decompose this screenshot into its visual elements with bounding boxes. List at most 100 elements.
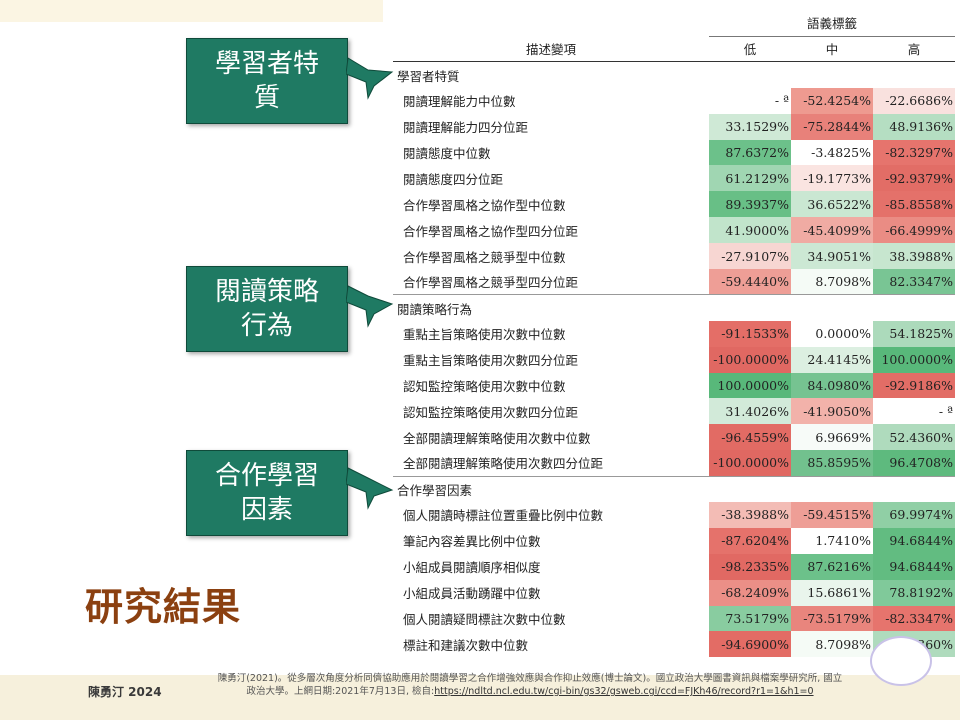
cell-high: -92.9379% [873, 165, 955, 192]
table-row: 全部閱讀理解策略使用次數中位數 -96.4559% 6.9669% 52.4360% [393, 424, 955, 451]
table-row: 個人閱讀疑問標註次數中位數 73.5179% -73.5179% -82.3347% [393, 605, 955, 632]
cell-high: -82.3347% [873, 605, 955, 632]
table-row: 小組成員活動踴躍中位數 -68.2409% 15.6861% 78.8192% [393, 579, 955, 606]
cell-low: -59.4440% [709, 269, 791, 295]
category-label: 閱讀策略行為 [393, 294, 955, 321]
row-label: 全部閱讀理解策略使用次數中位數 [403, 430, 591, 446]
cell-high: -82.3297% [873, 139, 955, 166]
table-row: 筆記內容差異比例中位數 -87.6204% 1.7410% 94.6844% [393, 527, 955, 554]
table-row: 全部閱讀理解策略使用次數四分位距 -100.0000% 85.8595% 96.470… [393, 450, 955, 477]
table-header-high: 高 [873, 36, 955, 63]
callout-cooperative-factors: 合作學習 因素 [186, 450, 348, 536]
table-row: 合作學習風格之競爭型中位數 -27.9107% 34.9051% 38.3988% [393, 243, 955, 270]
cell-high: 100.0000% [873, 346, 955, 373]
cell-low: -94.6900% [709, 631, 791, 658]
cell-low: 33.1529% [709, 113, 791, 140]
table-body: 學習者特質 閱讀理解能力中位數 - ª -52.4254% -22.6686% 閱讀理解能… [393, 61, 955, 658]
row-label: 個人閱讀疑問標註次數中位數 [403, 612, 566, 628]
row-label: 認知監控策略使用次數中位數 [403, 379, 566, 395]
table-category-row: 合作學習因素 [393, 475, 955, 503]
row-label: 合作學習風格之協作型中位數 [403, 197, 566, 213]
footer [0, 675, 960, 720]
table-header-group: 語義標籤 [709, 10, 955, 37]
table-row: 重點主旨策略使用次數中位數 -91.1533% 0.0000% 54.1825% [393, 320, 955, 347]
cell-mid: 34.9051% [791, 243, 873, 270]
row-label: 閱讀理解能力中位數 [403, 94, 516, 110]
row-label: 重點主旨策略使用次數中位數 [403, 327, 566, 343]
callout-reading-strategy: 閱讀策略 行為 [186, 266, 348, 352]
cell-low: - ª [709, 87, 791, 114]
cell-low: -100.0000% [709, 450, 791, 477]
citation-prefix: 政治大學。上網日期:2021年7月13日, 檢自: [246, 686, 435, 697]
callout-line: 合作學習 [214, 461, 319, 491]
top-decor-band [0, 0, 383, 22]
row-label: 筆記內容差異比例中位數 [403, 534, 541, 550]
cell-mid: -73.5179% [791, 605, 873, 632]
cell-high: 54.1825% [873, 320, 955, 347]
row-label: 全部閱讀理解策略使用次數四分位距 [403, 456, 604, 472]
cell-high: 82.3347% [873, 269, 955, 295]
row-label: 合作學習風格之競爭型中位數 [403, 249, 566, 265]
row-label: 小組成員閱讀順序相似度 [403, 560, 541, 576]
citation-link[interactable]: https://ndltd.ncl.edu.tw/cgi-bin/gs32/gs… [434, 686, 814, 697]
row-label: 小組成員活動踴躍中位數 [403, 586, 541, 602]
table-row: 合作學習風格之協作型四分位距 41.9000% -45.4099% -66.4999% [393, 217, 955, 244]
cell-mid: -19.1773% [791, 165, 873, 192]
cell-low: 61.2129% [709, 165, 791, 192]
cell-mid: -45.4099% [791, 217, 873, 244]
table-category-row: 學習者特質 [393, 61, 955, 88]
callout-learner-traits: 學習者特質 [186, 38, 348, 124]
cell-mid: 85.8595% [791, 450, 873, 477]
cell-high: -92.9186% [873, 372, 955, 399]
callout-line: 閱讀策略 [214, 277, 319, 307]
results-table: 語義標籤 描述變項 低 中 高 學習者特質 閱讀理解能力中位數 - ª -52.425… [393, 10, 955, 658]
row-label: 閱讀態度中位數 [403, 146, 491, 161]
cell-high: - ª [873, 398, 955, 425]
cell-high: -85.8558% [873, 191, 955, 218]
table-row: 閱讀態度中位數 87.6372% -3.4825% -82.3297% [393, 139, 955, 166]
footer-author: 陳勇汀 2024 [88, 685, 162, 699]
arrow-icon [346, 285, 394, 328]
table-header-low: 低 [709, 36, 791, 63]
cell-high: 78.8192% [873, 579, 955, 606]
cell-low: 87.6372% [709, 139, 791, 166]
table-row: 合作學習風格之協作型中位數 89.3937% 36.6522% -85.8558% [393, 191, 955, 218]
table-row: 認知監控策略使用次數中位數 100.0000% 84.0980% -92.9186% [393, 372, 955, 399]
cell-mid: 8.7098% [791, 269, 873, 295]
page-title: 研究結果 [85, 584, 242, 629]
cell-mid: 6.9669% [791, 424, 873, 451]
cell-mid: 36.6522% [791, 191, 873, 218]
citation-line2: 政治大學。上網日期:2021年7月13日, 檢自:https://ndltd.n… [190, 685, 870, 698]
arrow-icon [346, 467, 394, 510]
cell-high: -22.6686% [873, 87, 955, 114]
row-label: 合作學習風格之競爭型四分位距 [403, 275, 579, 291]
table-row: 閱讀態度四分位距 61.2129% -19.1773% -92.9379% [393, 165, 955, 192]
table-row: 合作學習風格之競爭型四分位距 -59.4440% 8.7098% 82.3347% [393, 269, 955, 295]
category-label: 合作學習因素 [393, 475, 955, 503]
row-label: 閱讀態度四分位距 [403, 171, 504, 187]
callout-line: 行為 [240, 311, 293, 341]
cell-low: -38.3988% [709, 502, 791, 528]
cell-low: -100.0000% [709, 346, 791, 373]
cell-mid: -3.4825% [791, 139, 873, 166]
callout-line: 質 [253, 83, 280, 113]
table-row: 小組成員閱讀順序相似度 -98.2335% 87.6216% 94.6844% [393, 553, 955, 580]
row-label: 閱讀理解能力四分位距 [403, 120, 529, 136]
cell-mid: 24.4145% [791, 346, 873, 373]
arrow-icon [346, 57, 394, 100]
row-label: 重點主旨策略使用次數四分位距 [403, 353, 579, 369]
table-row: 認知監控策略使用次數四分位距 31.4026% -41.9050% - ª [393, 398, 955, 425]
cell-high: 94.6844% [873, 553, 955, 580]
table-row: 個人閱讀時標註位置重疊比例中位數 -38.3988% -59.4515% 69.997… [393, 502, 955, 528]
row-label: 個人閱讀時標註位置重疊比例中位數 [403, 508, 604, 524]
cell-high: 69.9974% [873, 502, 955, 528]
row-label: 認知監控策略使用次數四分位距 [403, 404, 579, 420]
cell-low: 100.0000% [709, 372, 791, 399]
cell-mid: -41.9050% [791, 398, 873, 425]
category-label: 學習者特質 [393, 61, 955, 88]
cell-mid: 15.6861% [791, 579, 873, 606]
cell-low: -91.1533% [709, 320, 791, 347]
cell-low: -96.4559% [709, 424, 791, 451]
cell-low: -68.2409% [709, 579, 791, 606]
cell-mid: -52.4254% [791, 87, 873, 114]
